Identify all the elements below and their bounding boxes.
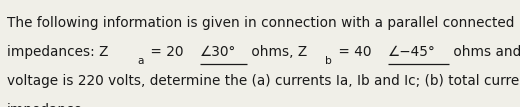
Text: ∠30°: ∠30° <box>200 45 237 59</box>
Text: impedance.: impedance. <box>7 103 87 107</box>
Text: a: a <box>138 56 144 66</box>
Text: = 20: = 20 <box>146 45 188 59</box>
Text: ohms, Z: ohms, Z <box>247 45 307 59</box>
Text: b: b <box>324 56 332 66</box>
Text: = 40: = 40 <box>333 45 375 59</box>
Text: impedances: Z: impedances: Z <box>7 45 108 59</box>
Text: voltage is 220 volts, determine the (a) currents Ia, Ib and Ic; (b) total curren: voltage is 220 volts, determine the (a) … <box>7 74 520 88</box>
Text: ohms and Z: ohms and Z <box>449 45 520 59</box>
Text: The following information is given in connection with a parallel connected load : The following information is given in co… <box>7 16 520 30</box>
Text: ∠−45°: ∠−45° <box>387 45 435 59</box>
